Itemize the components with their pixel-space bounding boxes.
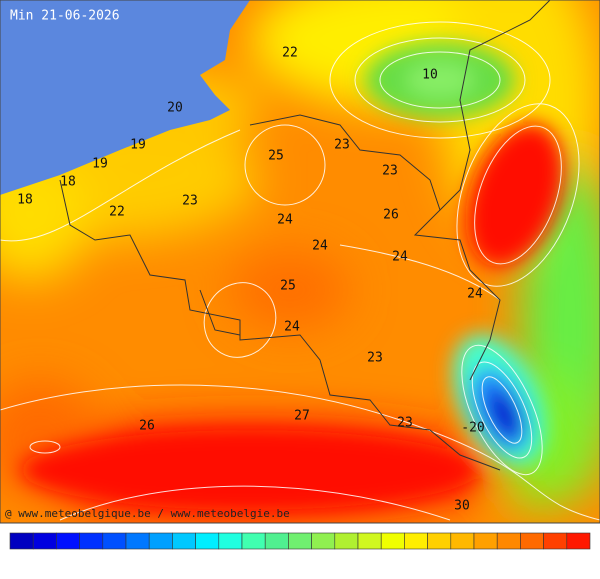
color-swatch xyxy=(148,532,173,550)
color-swatch xyxy=(566,532,591,550)
color-swatch xyxy=(357,532,382,550)
color-swatch xyxy=(427,532,452,550)
color-swatch xyxy=(496,532,521,550)
temperature-label: 19 xyxy=(92,157,108,172)
temperature-label: 24 xyxy=(312,239,328,254)
temperature-label: 27 xyxy=(294,409,310,424)
temperature-label: 19 xyxy=(130,138,146,153)
color-swatch xyxy=(125,532,150,550)
temperature-label: 26 xyxy=(139,419,155,434)
color-scale xyxy=(9,532,591,550)
color-swatch xyxy=(195,532,220,550)
temperature-label: 18 xyxy=(17,193,33,208)
color-swatch xyxy=(241,532,266,550)
color-swatch xyxy=(218,532,243,550)
temperature-label: 24 xyxy=(392,250,408,265)
color-swatch xyxy=(380,532,405,550)
temperature-label: 24 xyxy=(467,287,483,302)
color-swatch xyxy=(334,532,359,550)
temperature-label: 25 xyxy=(268,149,284,164)
temperature-label: 22 xyxy=(109,205,125,220)
temperature-label: 30 xyxy=(454,499,470,514)
color-swatch xyxy=(404,532,428,550)
temperature-label: 25 xyxy=(280,279,296,294)
color-swatch xyxy=(288,532,312,550)
color-swatch xyxy=(9,532,34,550)
temperature-label: 23 xyxy=(397,416,413,431)
field xyxy=(0,0,600,523)
map-title: Min 21-06-2026 xyxy=(10,9,120,24)
color-swatch xyxy=(79,532,104,550)
color-swatch xyxy=(264,532,289,550)
temperature-label: 24 xyxy=(277,213,293,228)
temperature-label: 18 xyxy=(60,175,76,190)
color-swatch xyxy=(311,532,336,550)
temperature-label: 22 xyxy=(282,46,298,61)
temperature-label: 23 xyxy=(367,351,383,366)
temperature-label: 24 xyxy=(284,320,300,335)
color-swatch xyxy=(473,532,498,550)
color-swatch xyxy=(102,532,127,550)
temperature-label: 23 xyxy=(334,138,350,153)
temperature-label: 23 xyxy=(382,164,398,179)
color-swatch xyxy=(172,532,196,550)
temperature-label: 26 xyxy=(383,208,399,223)
temperature-label: 23 xyxy=(182,194,198,209)
temperature-label: 10 xyxy=(422,68,438,83)
color-swatch xyxy=(56,532,80,550)
temperature-label: -20 xyxy=(461,421,484,436)
temperature-label: 20 xyxy=(167,101,183,116)
color-swatch xyxy=(450,532,475,550)
color-swatch xyxy=(520,532,544,550)
credit: @ www.meteobelgique.be / www.meteobelgie… xyxy=(5,507,290,520)
color-swatch xyxy=(543,532,568,550)
color-swatch xyxy=(32,532,57,550)
